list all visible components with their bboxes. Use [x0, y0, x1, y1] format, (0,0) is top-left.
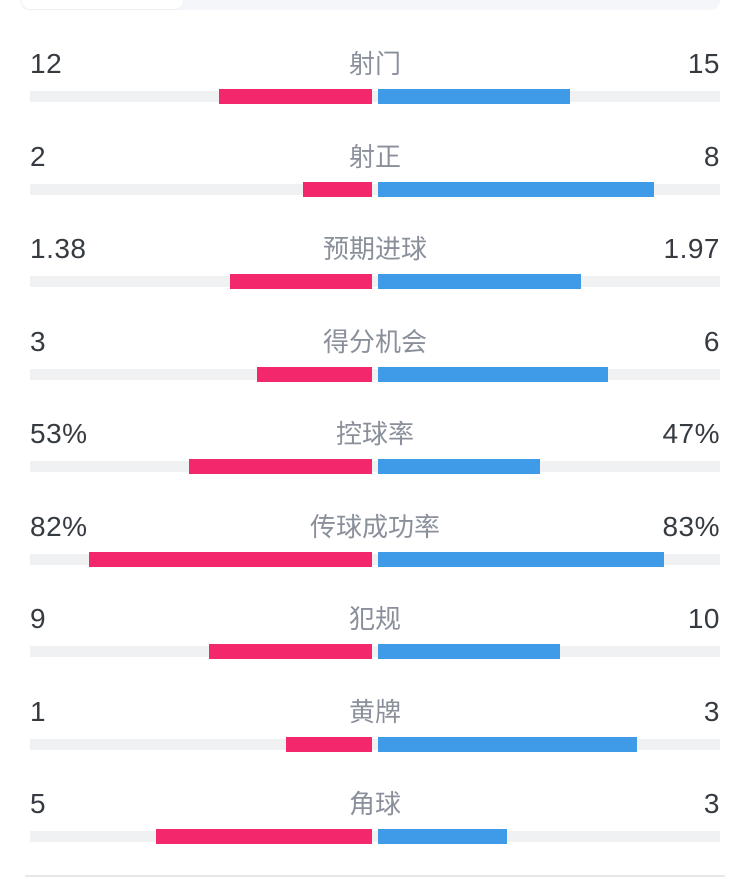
stat-row-header: 1.38 预期进球 1.97 [30, 233, 720, 265]
stat-track [30, 736, 720, 752]
stat-row: 9 犯规 10 [30, 595, 720, 688]
stat-label: 射门 [348, 49, 401, 79]
stat-row: 3 得分机会 6 [30, 318, 720, 411]
stat-track [30, 181, 720, 197]
away-value: 8 [703, 140, 720, 172]
away-value: 83% [662, 510, 720, 542]
away-value: 3 [703, 788, 720, 819]
home-bar [303, 181, 372, 197]
stat-label: 黄牌 [348, 696, 401, 727]
track-background [30, 368, 720, 380]
stat-row-header: 53% 控球率 47% [30, 418, 720, 450]
home-value: 1 [30, 695, 47, 727]
stat-label: 控球率 [335, 419, 414, 449]
track-background [30, 276, 720, 287]
stat-row-header: 2 射正 8 [30, 141, 720, 173]
home-value: 5 [30, 788, 47, 819]
stat-row: 5 角球 3 [30, 780, 720, 873]
stat-row: 53% 控球率 47% [30, 410, 720, 503]
home-value: 82% [30, 510, 88, 542]
away-bar [378, 459, 540, 474]
stat-row: 82% 传球成功率 83% [30, 503, 720, 596]
track-background [30, 646, 720, 657]
away-bar [378, 644, 560, 659]
stat-row-header: 3 得分机会 6 [30, 326, 720, 358]
home-value: 2 [30, 140, 47, 172]
stat-track [30, 459, 720, 474]
stat-label: 预期进球 [322, 234, 427, 264]
home-value: 53% [30, 418, 88, 449]
away-bar [378, 829, 507, 844]
away-bar [378, 181, 654, 197]
stat-track [30, 274, 720, 289]
track-background [30, 738, 720, 750]
home-bar [189, 459, 372, 474]
stat-row-header: 5 角球 3 [30, 788, 720, 820]
home-value: 1.38 [30, 233, 87, 264]
home-bar [286, 736, 372, 752]
stat-track [30, 551, 720, 567]
home-value: 12 [30, 48, 63, 79]
track-background [30, 183, 720, 195]
track-background [30, 553, 720, 565]
stat-label: 射正 [348, 141, 401, 172]
stat-track [30, 644, 720, 659]
home-value: 3 [30, 325, 47, 357]
stat-row-header: 9 犯规 10 [30, 603, 720, 635]
track-background [30, 461, 720, 472]
stat-track [30, 829, 720, 844]
stat-label: 角球 [348, 789, 401, 819]
away-value: 3 [703, 695, 720, 727]
stat-row-header: 1 黄牌 3 [30, 696, 720, 728]
track-background [30, 91, 720, 102]
away-bar [378, 366, 608, 382]
home-bar [230, 274, 372, 289]
segmented-control-fragment [20, 0, 720, 10]
stat-row-header: 12 射门 15 [30, 48, 720, 80]
home-bar [209, 644, 372, 659]
away-value: 6 [703, 325, 720, 357]
track-background [30, 831, 720, 842]
stat-label: 得分机会 [322, 326, 427, 357]
away-value: 47% [662, 418, 720, 449]
away-bar [378, 274, 581, 289]
match-stats-list: 12 射门 15 2 射正 8 1.38 预期进球 1.97 3 得分机会 6 53% 控球率 47% 82%… [30, 40, 720, 873]
bottom-divider [25, 875, 725, 877]
away-bar [378, 736, 637, 752]
stat-track [30, 89, 720, 104]
home-bar [89, 551, 372, 567]
home-value: 9 [30, 603, 47, 634]
home-bar [219, 89, 372, 104]
stat-label: 犯规 [348, 604, 401, 634]
stat-row: 2 射正 8 [30, 133, 720, 226]
home-bar [257, 366, 372, 382]
stat-row-header: 82% 传球成功率 83% [30, 511, 720, 543]
away-bar [378, 89, 570, 104]
away-value: 10 [687, 603, 720, 634]
away-value: 1.97 [663, 233, 720, 264]
stat-row: 1.38 预期进球 1.97 [30, 225, 720, 318]
away-bar [378, 551, 664, 567]
away-value: 15 [687, 48, 720, 79]
stat-label: 传球成功率 [309, 511, 440, 542]
active-tab-fragment[interactable] [22, 0, 183, 9]
stat-row: 1 黄牌 3 [30, 688, 720, 781]
stat-row: 12 射门 15 [30, 40, 720, 133]
stat-track [30, 366, 720, 382]
home-bar [156, 829, 372, 844]
